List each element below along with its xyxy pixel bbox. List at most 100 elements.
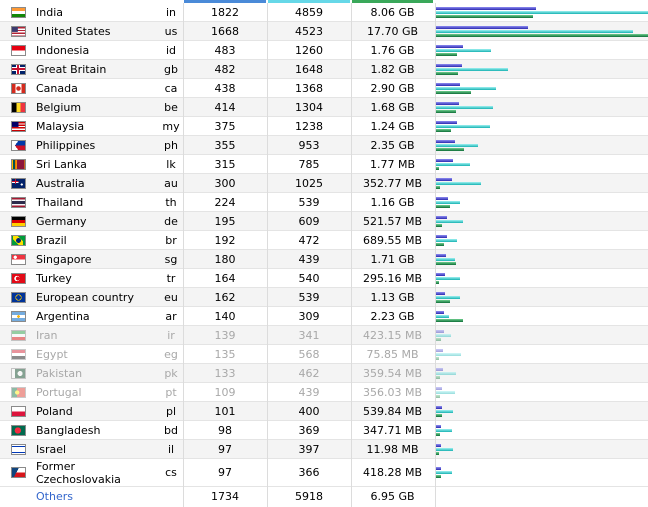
pages-value: 539 (298, 290, 320, 304)
australia-flag-icon (10, 177, 26, 189)
bar-cell (436, 212, 648, 230)
country-code: pl (165, 404, 177, 418)
pages-bar (436, 220, 463, 223)
bandwidth-header-marker (352, 0, 433, 3)
bandwidth-bar (436, 129, 451, 132)
country-code: my (162, 119, 180, 133)
country-code: sg (164, 252, 178, 266)
canada-flag-icon (10, 82, 26, 94)
bandwidth-value: 1.82 GB (370, 62, 415, 76)
bandwidth-bar (436, 15, 533, 18)
traffic-bars (436, 22, 648, 40)
country-name: Great Britain (36, 62, 107, 76)
country-code: eg (164, 347, 178, 361)
country-code: ar (165, 309, 177, 323)
table-row: Canada ca 438 1368 2.90 GB (0, 79, 648, 98)
pages-bar (436, 296, 460, 299)
bandwidth-value: 2.23 GB (370, 309, 415, 323)
flag-cell (8, 364, 28, 382)
column-divider (351, 3, 352, 507)
bar-cell (436, 155, 648, 173)
others-row: Others 1734 5918 6.95 GB (0, 487, 648, 505)
hits-value: 162 (214, 290, 236, 304)
hits-value: 482 (214, 62, 236, 76)
bandwidth-value: 8.06 GB (370, 5, 415, 19)
hits-value: 180 (214, 252, 236, 266)
flag-cell (8, 41, 28, 59)
country-code: pt (165, 385, 177, 399)
country-code: id (165, 43, 177, 57)
table-row: Portugal pt 109 439 356.03 MB (0, 383, 648, 402)
country-name: Germany (36, 214, 87, 228)
hits-header-marker (184, 0, 266, 3)
hits-bar (436, 254, 446, 257)
bar-cell (436, 459, 648, 486)
bandwidth-value: 423.15 MB (362, 328, 423, 342)
pages-value: 4859 (295, 5, 323, 19)
flag-cell (8, 288, 28, 306)
traffic-bars (436, 136, 648, 154)
hits-value: 224 (214, 195, 236, 209)
pages-bar (436, 239, 457, 242)
poland-flag-icon (10, 405, 26, 417)
pages-header-marker (268, 0, 350, 3)
bandwidth-value: 1.71 GB (370, 252, 415, 266)
country-name: Belgium (36, 100, 82, 114)
traffic-bars (436, 60, 648, 78)
european-union-flag-icon (10, 291, 26, 303)
bandwidth-bar (436, 395, 440, 398)
bandwidth-value: 1.24 GB (370, 119, 415, 133)
country-code: pk (164, 366, 178, 380)
table-row: Egypt eg 135 568 75.85 MB (0, 345, 648, 364)
pages-value: 369 (298, 423, 320, 437)
bandwidth-value: 347.71 MB (362, 423, 423, 437)
country-name: Canada (36, 81, 78, 95)
flag-cell (8, 459, 28, 486)
pages-value: 540 (298, 271, 320, 285)
traffic-bars (436, 250, 648, 268)
bar-cell (436, 3, 648, 21)
india-flag-icon (10, 6, 26, 18)
flag-cell (8, 402, 28, 420)
bar-cell (436, 136, 648, 154)
indonesia-flag-icon (10, 44, 26, 56)
bandwidth-bar (436, 281, 439, 284)
great-britain-flag-icon (10, 63, 26, 75)
hits-value: 133 (214, 366, 236, 380)
pages-value: 539 (298, 195, 320, 209)
traffic-bars (436, 3, 648, 21)
pages-bar (436, 49, 491, 52)
column-divider (267, 3, 268, 507)
country-name: United States (36, 24, 111, 38)
hits-value: 315 (214, 157, 236, 171)
traffic-bars (436, 193, 648, 211)
hits-bar (436, 349, 443, 352)
bandwidth-bar (436, 243, 444, 246)
country-code: ca (164, 81, 178, 95)
israel-flag-icon (10, 443, 26, 455)
hits-value: 375 (214, 119, 236, 133)
united-states-flag-icon (10, 25, 26, 37)
bandwidth-bar (436, 319, 463, 322)
hits-bar (436, 140, 455, 143)
bandwidth-bar (436, 376, 440, 379)
flag-cell (8, 383, 28, 401)
hits-value: 192 (214, 233, 236, 247)
flag-cell (8, 231, 28, 249)
philippines-flag-icon (10, 139, 26, 151)
pages-bar (436, 11, 648, 14)
pages-value: 366 (298, 466, 320, 479)
flag-cell (8, 193, 28, 211)
flag-cell (8, 269, 28, 287)
traffic-bars (436, 383, 648, 401)
hits-value: 98 (218, 423, 232, 437)
table-row: Malaysia my 375 1238 1.24 GB (0, 117, 648, 136)
pages-bar (436, 315, 449, 318)
bandwidth-value: 1.77 MB (369, 157, 416, 171)
hits-value: 414 (214, 100, 236, 114)
bandwidth-bar (436, 148, 464, 151)
country-name: Iran (36, 328, 58, 342)
others-label[interactable]: Others (36, 489, 73, 503)
pages-value: 1025 (295, 176, 323, 190)
hits-bar (436, 235, 447, 238)
